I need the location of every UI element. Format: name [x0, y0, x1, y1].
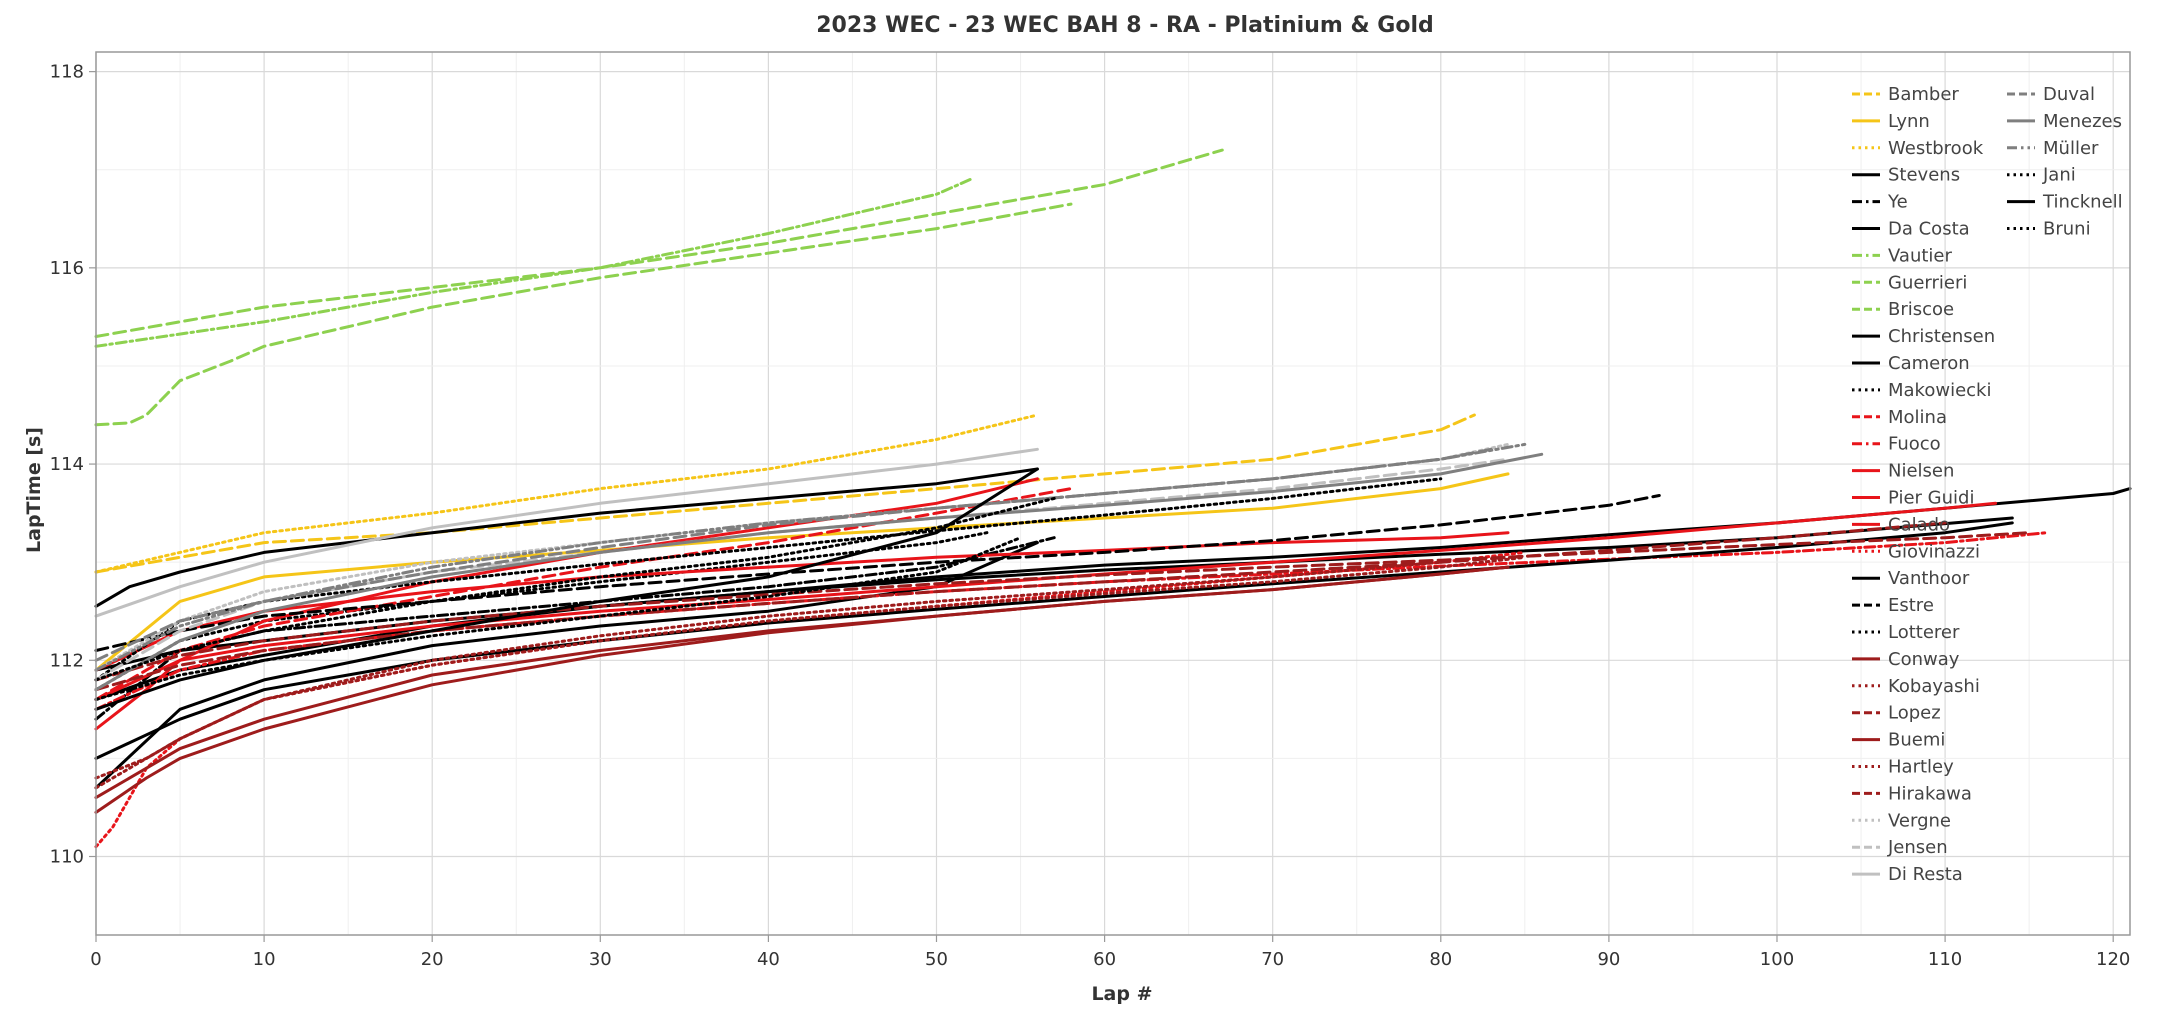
legend-label: Ye [1887, 192, 1908, 213]
legend-label: Jensen [1887, 837, 1948, 858]
x-tick-label: 20 [421, 949, 444, 970]
legend-label: Jani [2042, 165, 2076, 186]
series-line-menezes [94, 452, 1544, 692]
legend-label: Christensen [1888, 326, 1995, 347]
legend-label: Nielsen [1888, 461, 1954, 482]
x-tick-label: 0 [90, 949, 101, 970]
chart-title: 2023 WEC - 23 WEC BAH 8 - RA - Platinium… [816, 13, 1434, 38]
series-line-buemi [94, 565, 1510, 814]
legend-label: Fuoco [1888, 434, 1941, 455]
series-line-briscoe [94, 148, 1224, 338]
legend-label: Lotterer [1888, 622, 1960, 643]
legend-label: Cameron [1888, 353, 1970, 374]
series-line-westbrook [94, 413, 1039, 574]
legend-label: Da Costa [1888, 219, 1970, 240]
x-tick-label: 50 [925, 949, 948, 970]
legend-label: Vanthoor [1888, 568, 1970, 589]
legend-label: Vautier [1888, 245, 1952, 266]
legend-label: Guerrieri [1888, 272, 1967, 293]
x-axis: 0 10 20 30 40 50 60 70 80 90 100 110 120 [90, 935, 2130, 970]
x-tick-label: 100 [1760, 949, 1794, 970]
legend-label: Vergne [1888, 810, 1951, 831]
x-tick-label: 30 [589, 949, 612, 970]
legend-label: Kobayashi [1888, 676, 1980, 697]
series-line-vautier [94, 178, 972, 348]
legend-label: Menezes [2043, 111, 2122, 132]
series-line-pier-guidi [94, 501, 1997, 701]
y-tick-label: 118 [50, 62, 84, 83]
series-line-bruni [94, 536, 1022, 701]
x-tick-label: 40 [757, 949, 780, 970]
series-line-hirakawa [94, 531, 2031, 682]
x-tick-label: 90 [1597, 949, 1620, 970]
x-tick-label: 110 [1928, 949, 1962, 970]
series-line-bamber [94, 413, 1476, 574]
x-tick-label: 80 [1429, 949, 1452, 970]
legend-label: Di Resta [1888, 864, 1963, 885]
series-layer [94, 148, 2132, 849]
x-tick-label: 10 [253, 949, 276, 970]
legend-label: Bruni [2043, 219, 2091, 240]
legend-label: Westbrook [1888, 138, 1984, 159]
y-axis-title: LapTime [s] [23, 427, 45, 553]
series-line-jani [94, 496, 1056, 682]
series-line-vanthoor [94, 521, 2014, 760]
series-line-da-costa [94, 541, 1039, 790]
legend-label: Hirakawa [1888, 783, 1972, 804]
legend-label: Buemi [1888, 730, 1945, 751]
legend-label: Stevens [1888, 165, 1960, 186]
legend-label: Lynn [1888, 111, 1930, 132]
legend-label: Estre [1888, 595, 1934, 616]
plot-frame [95, 51, 2131, 936]
series-line-guerrieri [94, 202, 1073, 427]
legend-label: Pier Guidi [1888, 488, 1974, 509]
legend-label: Hartley [1888, 757, 1954, 778]
legend-label: Calado [1888, 514, 1950, 535]
series-line-hartley [94, 560, 1443, 790]
series-line-estre [94, 494, 1661, 652]
x-axis-title: Lap # [1091, 983, 1152, 1005]
series-line-lynn [94, 472, 1510, 672]
legend-label: Briscoe [1888, 299, 1954, 320]
series-line-stevens [94, 467, 1039, 608]
legend-label: Tincknell [2042, 192, 2123, 213]
legend: Bamber Lynn Westbrook Stevens Ye Da Costa Vaut… [1852, 84, 2123, 885]
legend-label: Makowiecki [1888, 380, 1991, 401]
legend-label: Conway [1888, 649, 1960, 670]
y-axis: 110 112 114 116 118 [50, 62, 96, 868]
series-line-lopez [94, 521, 1947, 692]
y-tick-label: 114 [50, 454, 84, 475]
series-line-calado [94, 531, 1510, 672]
legend-label: Giovinazzi [1888, 541, 1980, 562]
y-tick-label: 116 [50, 258, 84, 279]
legend-label: Müller [2043, 138, 2099, 159]
series-line-tincknell [94, 467, 1039, 711]
y-tick-label: 110 [50, 847, 84, 868]
x-tick-label: 120 [2096, 949, 2130, 970]
series-line-m-ller [94, 442, 1527, 672]
legend-label: Molina [1888, 407, 1947, 428]
legend-label: Duval [2043, 84, 2095, 105]
series-line-di-resta [94, 447, 1039, 618]
x-tick-label: 60 [1093, 949, 1116, 970]
legend-label: Bamber [1888, 84, 1959, 105]
x-tick-label: 70 [1261, 949, 1284, 970]
series-line-makowiecki [94, 531, 989, 692]
y-tick-label: 112 [50, 650, 84, 671]
legend-label: Lopez [1888, 703, 1941, 724]
